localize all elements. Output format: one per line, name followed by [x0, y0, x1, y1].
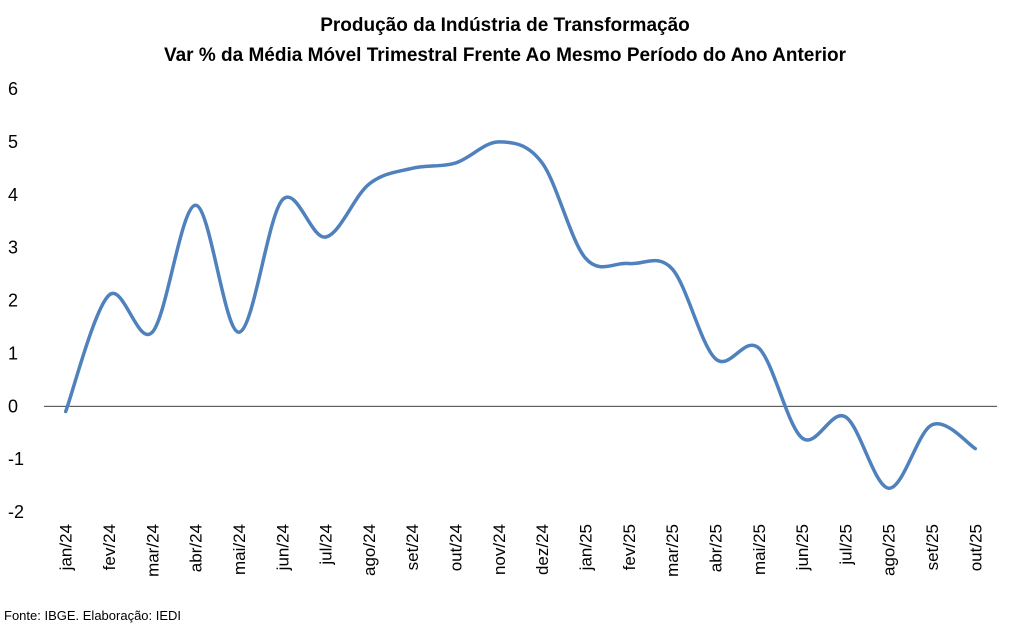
data-point-set-24: [410, 166, 414, 170]
data-point-jan-24: [64, 410, 68, 414]
chart-title-line2: Var % da Média Móvel Trimestral Frente A…: [164, 45, 847, 66]
data-point-mai-24: [237, 330, 241, 334]
x-tick-label: ago/24: [360, 524, 379, 576]
y-tick-label: 3: [8, 238, 18, 258]
data-point-out-24: [454, 161, 458, 165]
x-tick-label: ago/25: [880, 524, 899, 576]
y-tick-label: 4: [8, 185, 18, 205]
x-tick-label: set/24: [403, 524, 422, 570]
y-tick-label: 1: [8, 343, 18, 363]
y-tick-label: -1: [8, 449, 24, 469]
x-tick-label: jan/25: [576, 524, 595, 571]
x-tick-label: jul/25: [836, 524, 855, 566]
data-point-out-25: [973, 447, 977, 451]
x-tick-label: jun/25: [793, 524, 812, 571]
data-point-nov-24: [497, 140, 501, 144]
data-point-jun-24: [280, 198, 284, 202]
data-point-mai-25: [757, 346, 761, 350]
y-tick-label: 5: [8, 132, 18, 152]
y-tick-label: 2: [8, 291, 18, 311]
data-point-abr-25: [713, 357, 717, 361]
y-tick-label: 0: [8, 396, 18, 416]
data-point-jun-25: [800, 436, 804, 440]
x-tick-label: fev/24: [100, 524, 119, 570]
x-tick-label: mai/24: [230, 524, 249, 575]
data-point-set-25: [930, 423, 934, 427]
y-axis-ticks: 6 5 4 3 2 1 0 -1 -2: [8, 79, 24, 522]
x-tick-label: jan/24: [57, 524, 76, 571]
series-line: [63, 140, 978, 490]
x-tick-label: mar/25: [663, 524, 682, 577]
data-point-mar-25: [670, 267, 674, 271]
data-point-fev-24: [107, 293, 111, 297]
x-tick-label: abr/24: [187, 524, 206, 572]
data-point-dez-24: [540, 161, 544, 165]
x-axis-ticks: jan/24 fev/24 mar/24 abr/24 mai/24 jun/24 jul/…: [57, 524, 986, 577]
data-point-fev-25: [627, 261, 631, 265]
x-tick-label: mai/25: [750, 524, 769, 575]
y-tick-label: 6: [8, 79, 18, 99]
data-point-jul-25: [843, 415, 847, 419]
data-point-mar-24: [150, 330, 154, 334]
x-tick-label: jun/24: [273, 524, 292, 571]
x-tick-label: dez/24: [533, 524, 552, 575]
data-point-abr-24: [194, 203, 198, 207]
source-note: Fonte: IBGE. Elaboração: IEDI: [4, 608, 182, 623]
data-point-jan-25: [583, 256, 587, 260]
data-point-ago-24: [367, 182, 371, 186]
x-tick-label: abr/25: [706, 524, 725, 572]
data-point-ago-25: [887, 486, 891, 490]
x-tick-label: jul/24: [317, 524, 336, 566]
x-tick-label: set/25: [923, 524, 942, 570]
x-tick-label: out/25: [966, 524, 985, 571]
data-point-jul-24: [324, 235, 328, 239]
x-tick-label: nov/24: [490, 524, 509, 575]
x-tick-label: mar/24: [143, 524, 162, 577]
x-tick-label: out/24: [447, 524, 466, 571]
chart-title-line1: Produção da Indústria de Transformação: [320, 15, 690, 36]
y-tick-label: -2: [8, 502, 24, 522]
x-tick-label: fev/25: [620, 524, 639, 570]
data-points: [64, 140, 978, 490]
